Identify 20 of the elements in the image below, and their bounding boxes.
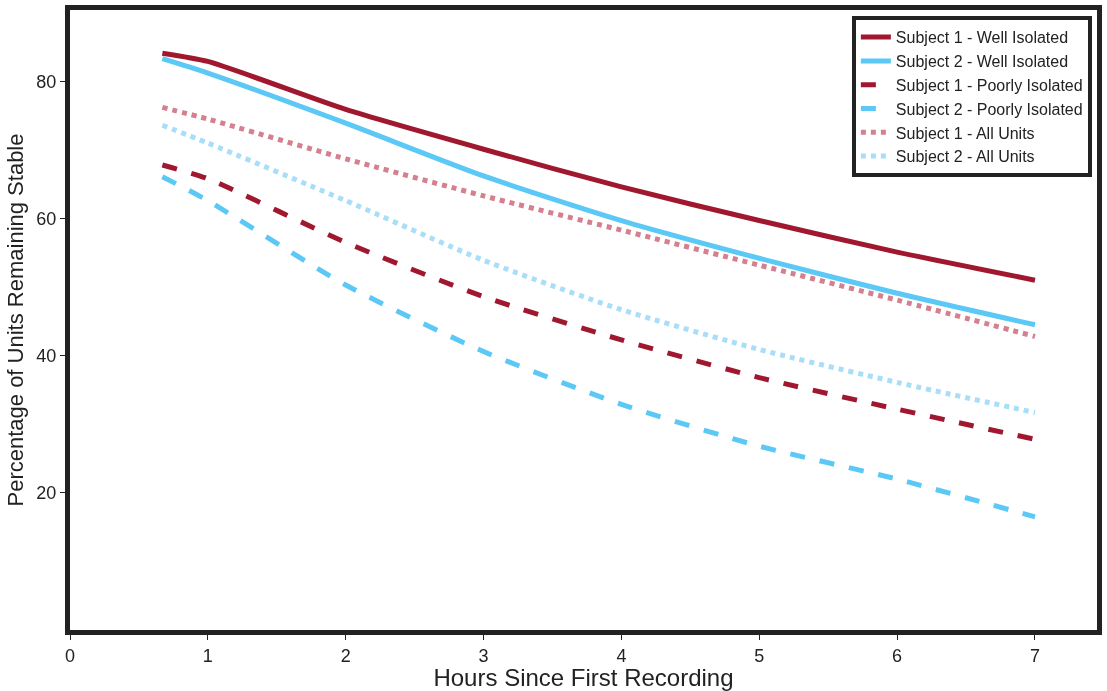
y-tick-label: 60 [36, 208, 57, 229]
x-tick-label: 5 [754, 645, 765, 666]
y-tick-label: 80 [36, 71, 57, 92]
y-tick-label: 40 [36, 345, 57, 366]
x-tick-label: 7 [1029, 645, 1040, 666]
x-tick-label: 0 [64, 645, 76, 666]
legend-label: Subject 2 - Well Isolated [895, 53, 1069, 71]
legend-label: Subject 1 - Well Isolated [895, 29, 1069, 47]
x-tick-label: 1 [202, 645, 213, 666]
x-tick-label: 3 [478, 645, 489, 666]
legend-label: Subject 2 - Poorly Isolated [895, 100, 1083, 118]
x-axis-title: Hours Since First Recording [433, 664, 734, 691]
x-tick-label: 6 [892, 645, 903, 666]
y-axis-title: Percentage of Units Remaining Stable [3, 133, 29, 507]
legend-label: Subject 1 - All Units [895, 124, 1035, 142]
y-tick-label: 20 [36, 483, 57, 504]
x-tick-label: 2 [340, 645, 351, 666]
x-tick-label: 4 [616, 645, 627, 666]
legend-label: Subject 2 - All Units [895, 148, 1035, 166]
legend-label: Subject 1 - Poorly Isolated [895, 76, 1083, 94]
